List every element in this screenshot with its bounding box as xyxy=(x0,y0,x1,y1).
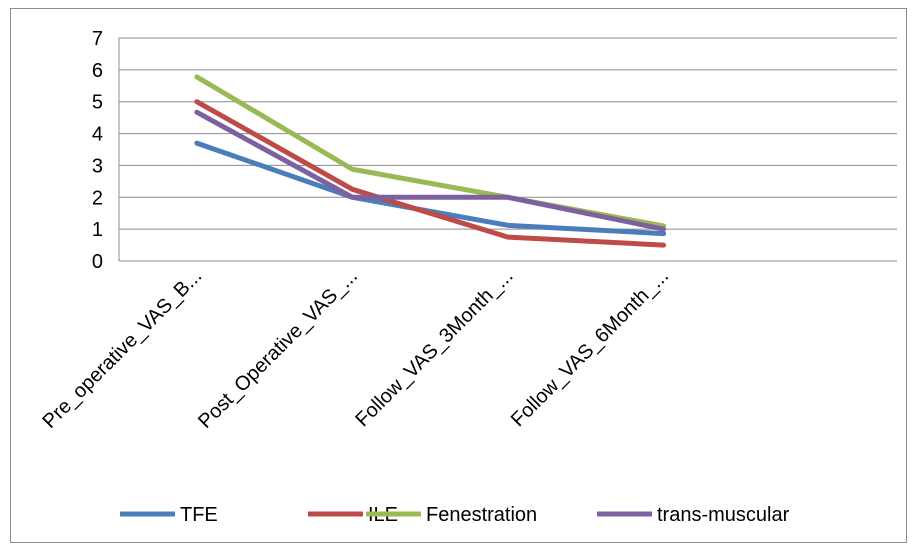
legend: TFEILEFenestrationtrans-muscular xyxy=(120,504,790,526)
legend-label: Fenestration xyxy=(426,504,537,526)
y-tick-label: 1 xyxy=(92,219,103,241)
y-tick-label: 5 xyxy=(92,92,103,114)
y-tick-label: 4 xyxy=(92,124,103,146)
y-tick-label: 3 xyxy=(92,155,103,177)
series-lines xyxy=(194,74,667,248)
y-tick-label: 7 xyxy=(92,28,103,50)
chart-frame xyxy=(10,8,907,543)
x-axis-ticks: Pre_operative_VAS_B...Post_Operative_VAS… xyxy=(39,265,674,433)
y-tick-label: 2 xyxy=(92,187,103,209)
x-tick-label: Post_Operative_VAS_... xyxy=(194,265,362,433)
x-tick-label: Pre_operative_VAS_B... xyxy=(39,265,207,433)
series-line-ile xyxy=(194,99,667,248)
x-tick-label: Follow_VAS_3Month_... xyxy=(351,265,517,431)
y-tick-label: 0 xyxy=(92,251,103,273)
series-line-trans-muscular xyxy=(194,109,667,232)
y-axis-ticks: 0 1 2 3 4 5 6 7 xyxy=(92,28,103,273)
x-tick-label: Follow_VAS_6Month_... xyxy=(507,265,673,431)
y-tick-label: 6 xyxy=(92,60,103,82)
series-line-tfe xyxy=(194,140,667,237)
legend-label: TFE xyxy=(180,504,218,526)
legend-label: trans-muscular xyxy=(657,504,790,526)
